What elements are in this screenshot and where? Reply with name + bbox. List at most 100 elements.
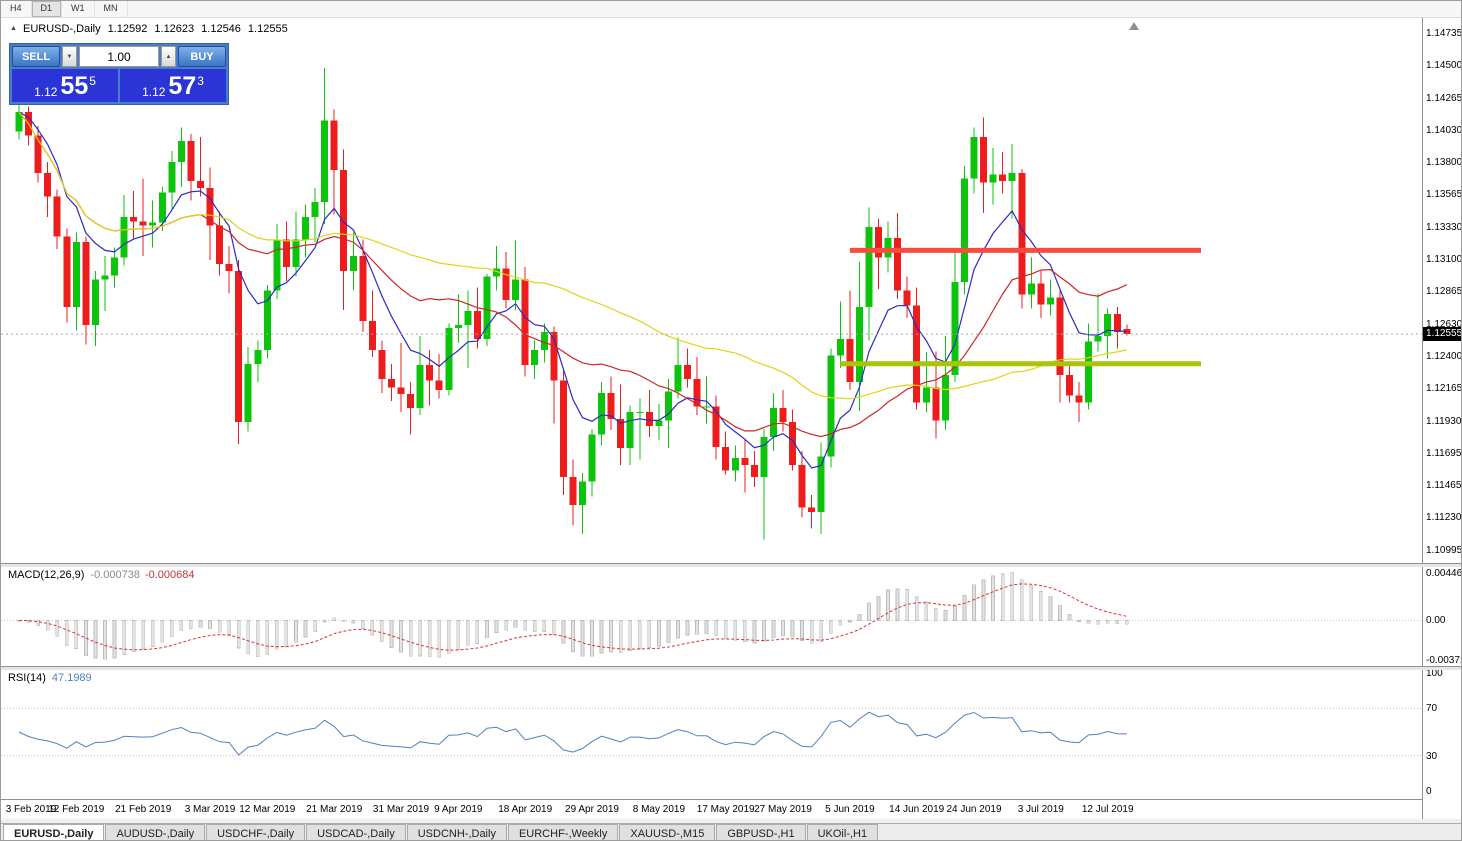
- ohlc-close: 1.12555: [247, 23, 288, 35]
- one-click-toggle-icon[interactable]: ▲: [10, 25, 17, 32]
- price-axis-label: 1.14735: [1426, 27, 1462, 39]
- price-axis-label: 1.13100: [1426, 253, 1462, 265]
- chart-tab-eurchf-weekly[interactable]: EURCHF-,Weekly: [507, 824, 619, 840]
- price-axis-label: 1.10995: [1426, 544, 1462, 556]
- buy-price-pip: 3: [197, 74, 204, 88]
- timeframe-toolbar: H4 D1 W1 MN: [1, 1, 1461, 18]
- price-axis-label: 1.13330: [1426, 221, 1462, 233]
- rsi-title: RSI(14): [8, 672, 46, 684]
- volume-increase-button[interactable]: ▲: [161, 46, 176, 67]
- price-axis-label: 1.13800: [1426, 156, 1462, 168]
- rsi-axis-label: 70: [1426, 703, 1438, 715]
- date-label: 24 Jun 2019: [946, 804, 1002, 815]
- chart-shift-marker[interactable]: [1129, 22, 1139, 30]
- price-axis-label: 1.14500: [1426, 60, 1462, 71]
- date-label: 9 Apr 2019: [434, 804, 483, 815]
- price-axis-label: 1.13565: [1426, 189, 1462, 201]
- buy-button[interactable]: BUY: [178, 46, 226, 67]
- rsi-axis-label: 0: [1426, 786, 1432, 797]
- price-axis-label: 1.11930: [1426, 415, 1462, 427]
- volume-input[interactable]: 1.00: [79, 46, 159, 67]
- chart-symbol-header: EURUSD-,Daily 1.12592 1.12623 1.12546 1.1255…: [23, 23, 288, 35]
- ma-mid-line: [18, 111, 1128, 438]
- price-chart-pane[interactable]: [1, 18, 1422, 563]
- price-axis[interactable]: 1.12555 1.14735 1.14500 1.14265 1.14030 1.13…: [1422, 18, 1462, 819]
- timeframe-button-h4[interactable]: H4: [1, 1, 32, 17]
- date-label: 3 Jul 2019: [1017, 804, 1064, 815]
- date-label: 31 Mar 2019: [372, 804, 430, 815]
- current-price-tag: 1.12555: [1423, 327, 1461, 342]
- price-axis-label: 1.11230: [1426, 512, 1462, 524]
- sell-price-pip: 5: [89, 74, 96, 88]
- sell-price-big: 55: [60, 72, 89, 100]
- buy-price-head: 1.12: [142, 85, 166, 99]
- macd-value: -0.000738: [90, 569, 140, 581]
- macd-title: MACD(12,26,9): [8, 569, 85, 581]
- chart-tab-gbpusd-h1[interactable]: GBPUSD-,H1: [716, 824, 806, 840]
- sell-price-quote[interactable]: 1.12 55 5: [12, 69, 118, 102]
- date-label: 12 Mar 2019: [239, 804, 296, 815]
- macd-histogram: [17, 571, 1129, 660]
- ohlc-open: 1.12592: [107, 23, 148, 35]
- chart-tab-eurusd-daily[interactable]: EURUSD-,Daily: [3, 824, 105, 840]
- symbol-period-label: EURUSD-,Daily: [23, 23, 101, 35]
- chart-tab-usdcad-daily[interactable]: USDCAD-,Daily: [306, 824, 406, 840]
- macd-signal-line: [18, 583, 1127, 651]
- date-label: 5 Jun 2019: [825, 804, 875, 815]
- timeframe-button-mn[interactable]: MN: [95, 1, 128, 17]
- price-axis-label: 1.14265: [1426, 92, 1462, 104]
- timeframe-button-w1[interactable]: W1: [62, 1, 95, 17]
- date-label: 17 May 2019: [696, 804, 755, 815]
- candles-layer: [15, 67, 1131, 540]
- price-axis-label: 1.12630: [1426, 318, 1462, 330]
- date-label: 12 Feb 2019: [48, 804, 105, 815]
- pane-splitter[interactable]: [1, 666, 1461, 670]
- rsi-value: 47.1989: [51, 672, 92, 684]
- price-axis-label: 1.14030: [1426, 125, 1462, 136]
- date-label: 14 Jun 2019: [889, 804, 945, 815]
- rsi-header: RSI(14) 47.1989: [8, 672, 92, 684]
- ma-slow-line: [18, 111, 1127, 400]
- date-label: 27 May 2019: [754, 804, 812, 815]
- date-label: 3 Mar 2019: [184, 804, 236, 815]
- price-axis-label: 1.11465: [1426, 479, 1462, 491]
- pane-splitter[interactable]: [1, 563, 1461, 567]
- date-label: 12 Jul 2019: [1081, 804, 1134, 815]
- sell-button[interactable]: SELL: [12, 46, 60, 67]
- ohlc-high: 1.12623: [154, 23, 195, 35]
- date-label: 3 Feb 2019: [5, 804, 57, 815]
- buy-price-quote[interactable]: 1.12 57 3: [120, 69, 226, 102]
- date-label: 8 May 2019: [632, 804, 686, 815]
- chart-tab-ukoil-h1[interactable]: UKOil-,H1: [806, 824, 879, 840]
- one-click-trading-panel: SELL ▼ 1.00 ▲ BUY 1.12 55 5 1.12 57 3: [9, 43, 229, 105]
- chart-tab-xauusd-m15[interactable]: XAUUSD-,M15: [619, 824, 716, 840]
- macd-axis-label: 0.00: [1426, 615, 1446, 627]
- macd-svg: [1, 571, 1422, 660]
- price-axis-label: 1.12400: [1426, 350, 1462, 362]
- price-axis-label: 1.12865: [1426, 286, 1462, 298]
- chart-tab-audusd-daily[interactable]: AUDUSD-,Daily: [105, 824, 206, 840]
- rsi-svg: [1, 707, 1422, 757]
- price-axis-label: 1.11695: [1426, 448, 1462, 459]
- time-axis[interactable]: 3 Feb 2019 12 Feb 2019 21 Feb 2019 3 Mar 20…: [1, 799, 1422, 820]
- date-label: 21 Feb 2019: [115, 804, 172, 815]
- macd-axis-label: -0.003715: [1426, 655, 1461, 666]
- rsi-line: [18, 711, 1127, 756]
- date-label: 21 Mar 2019: [306, 804, 363, 815]
- date-label: 18 Apr 2019: [498, 804, 553, 815]
- volume-decrease-button[interactable]: ▼: [62, 46, 77, 67]
- chart-tab-usdcnh-daily[interactable]: USDCNH-,Daily: [406, 824, 507, 840]
- chart-tab-usdchf-daily[interactable]: USDCHF-,Daily: [206, 824, 306, 840]
- price-chart-svg[interactable]: [1, 18, 1422, 563]
- macd-indicator-pane[interactable]: [1, 566, 1422, 666]
- rsi-axis-label: 30: [1426, 750, 1438, 762]
- chart-tabs-bar: EURUSD-,Daily AUDUSD-,Daily USDCHF-,Daily U…: [1, 823, 1461, 840]
- timeframe-button-d1[interactable]: D1: [31, 1, 63, 17]
- rsi-indicator-pane[interactable]: [1, 669, 1422, 798]
- date-label: 29 Apr 2019: [565, 804, 619, 815]
- sell-price-head: 1.12: [34, 85, 58, 99]
- bottom-strip: [1, 819, 1461, 823]
- macd-signal-value: -0.000684: [144, 569, 195, 581]
- price-axis-label: 1.12165: [1426, 383, 1462, 394]
